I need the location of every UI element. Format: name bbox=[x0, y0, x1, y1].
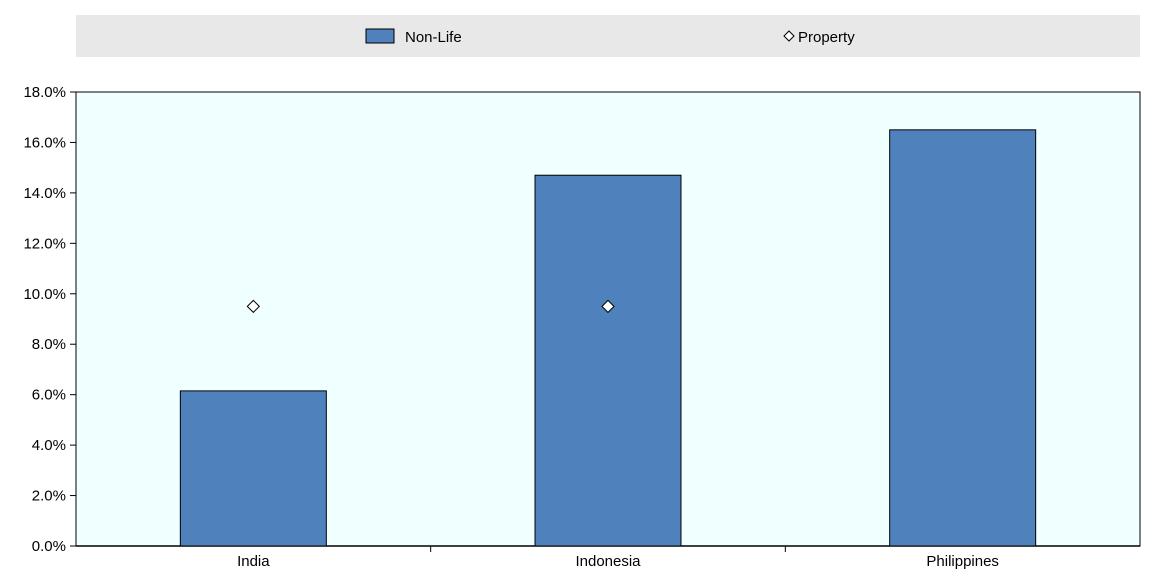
y-tick-label: 12.0% bbox=[23, 235, 66, 252]
legend-label-property: Property bbox=[798, 29, 855, 46]
y-tick-label: 0.0% bbox=[32, 538, 66, 555]
bar-indonesia bbox=[534, 174, 682, 547]
y-tick-label: 8.0% bbox=[32, 336, 66, 353]
bars bbox=[179, 129, 1037, 547]
y-tick-label: 4.0% bbox=[32, 437, 66, 454]
y-tick-label: 14.0% bbox=[23, 185, 66, 202]
markers bbox=[246, 299, 615, 314]
y-tick-label: 10.0% bbox=[23, 286, 66, 303]
marker-property-india bbox=[246, 299, 261, 314]
legend-marker-property bbox=[783, 30, 795, 42]
legend-swatch-non-life bbox=[365, 28, 395, 44]
y-tick-label: 16.0% bbox=[23, 134, 66, 151]
y-tick-label: 18.0% bbox=[23, 84, 66, 101]
x-axis: India Indonesia Philippines bbox=[76, 545, 1140, 570]
y-axis: 0.0% 2.0% 4.0% 6.0% 8.0% 10.0% 12.0% 14.0% 16.0%… bbox=[23, 84, 76, 555]
marker-property-indonesia bbox=[601, 299, 615, 314]
bar-philippines bbox=[889, 129, 1037, 547]
legend: Non-Life Property bbox=[76, 15, 1140, 57]
legend-background bbox=[76, 15, 1140, 57]
y-tick-label: 6.0% bbox=[32, 387, 66, 404]
bar-india bbox=[179, 390, 327, 547]
x-tick-label: Philippines bbox=[926, 553, 999, 570]
y-tick-label: 2.0% bbox=[32, 488, 66, 505]
legend-label-non-life: Non-Life bbox=[405, 29, 462, 46]
x-tick-label: India bbox=[237, 553, 270, 570]
x-tick-label: Indonesia bbox=[575, 553, 641, 570]
